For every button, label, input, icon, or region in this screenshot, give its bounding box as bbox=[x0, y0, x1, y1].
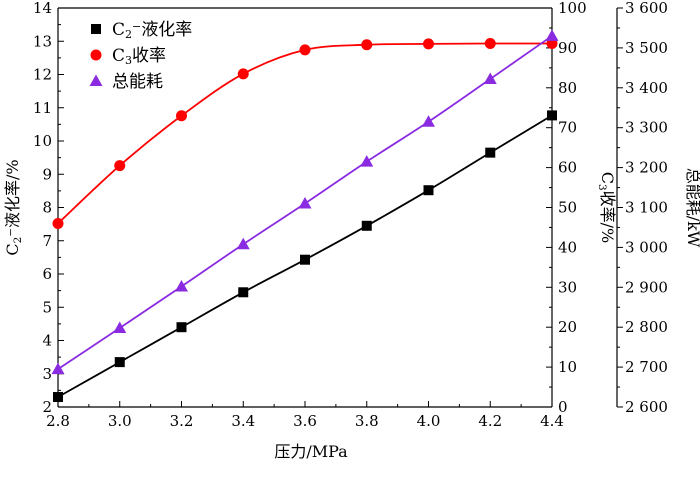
right2-tick-label: 3 500 bbox=[625, 39, 668, 57]
x-tick-label: 4.0 bbox=[417, 412, 441, 430]
right1-tick-label: 50 bbox=[558, 199, 577, 217]
right1-tick-label: 90 bbox=[558, 39, 577, 57]
right2-tick-label: 2 800 bbox=[625, 318, 668, 336]
data-point bbox=[545, 29, 559, 41]
left-tick-label: 9 bbox=[42, 165, 52, 183]
data-point bbox=[423, 38, 434, 50]
right2-tick-label: 2 600 bbox=[625, 398, 668, 416]
legend-entry: C3收率 bbox=[90, 46, 166, 67]
legend-marker bbox=[89, 74, 103, 86]
left-tick-label: 14 bbox=[33, 0, 52, 17]
data-point bbox=[361, 220, 372, 231]
series-1 bbox=[53, 110, 557, 403]
x-tick-label: 2.8 bbox=[46, 412, 70, 430]
right2-tick-label: 3 200 bbox=[625, 159, 668, 177]
data-point bbox=[236, 237, 250, 250]
data-point bbox=[176, 110, 187, 122]
right1-tick-label: 40 bbox=[558, 238, 577, 256]
right2-tick-label: 3 400 bbox=[625, 79, 668, 97]
x-tick-label: 3.8 bbox=[355, 412, 379, 430]
data-point bbox=[422, 115, 435, 127]
right2-tick-label: 3 100 bbox=[625, 199, 668, 217]
x-tick-label: 3.2 bbox=[170, 412, 194, 430]
left-tick-label: 3 bbox=[42, 365, 52, 383]
right1-tick-label: 60 bbox=[558, 159, 577, 177]
right1-tick-label: 80 bbox=[558, 79, 577, 97]
legend-entry: 总能耗 bbox=[89, 72, 163, 92]
right2-tick-label: 2 900 bbox=[625, 278, 668, 296]
data-point bbox=[483, 72, 497, 85]
data-point bbox=[360, 155, 374, 167]
data-point bbox=[114, 357, 125, 368]
axes-layer: 2.8 3.0 3.2 3.4 3.6 3.8 4.0 4.2 4.4 压力/MPa 2 3 4 5 6 7 8… bbox=[3, 0, 700, 461]
data-point bbox=[423, 185, 434, 196]
series-3 bbox=[51, 29, 559, 375]
data-point bbox=[114, 160, 126, 172]
data-point bbox=[547, 110, 557, 121]
right2-tick-label: 2 700 bbox=[625, 358, 668, 376]
right1-tick-label: 100 bbox=[558, 0, 587, 17]
x-tick-label: 4.4 bbox=[540, 412, 564, 430]
data-point bbox=[53, 392, 63, 403]
series-layer bbox=[51, 29, 559, 403]
right2-tick-label: 3 000 bbox=[625, 238, 668, 256]
data-point bbox=[51, 362, 65, 375]
right2-tick-label: 3 600 bbox=[625, 0, 668, 17]
right1-tick-label: 70 bbox=[558, 119, 577, 137]
x-tick-label: 3.0 bbox=[108, 412, 132, 430]
data-point bbox=[484, 38, 496, 50]
legend-marker bbox=[91, 24, 101, 34]
x-tick-label: 4.2 bbox=[478, 412, 502, 430]
data-point bbox=[176, 322, 187, 333]
legend-marker bbox=[90, 49, 102, 61]
right2-tick-label: 3 300 bbox=[625, 119, 668, 137]
left-tick-label: 13 bbox=[33, 32, 52, 50]
data-point bbox=[113, 321, 127, 333]
data-point bbox=[298, 197, 312, 209]
right2-axis-title: 总能耗/kW bbox=[684, 168, 700, 248]
left-tick-label: 12 bbox=[33, 66, 52, 84]
data-point bbox=[299, 44, 311, 56]
x-tick-label: 3.4 bbox=[231, 412, 255, 430]
data-point bbox=[52, 217, 64, 229]
left-axis-title: C2−液化率/% bbox=[3, 159, 24, 255]
right1-tick-label: 30 bbox=[558, 278, 577, 296]
left-tick-label: 5 bbox=[42, 298, 52, 316]
data-point bbox=[361, 39, 373, 51]
data-point bbox=[175, 280, 188, 292]
left-tick-label: 2 bbox=[42, 398, 52, 416]
data-point bbox=[485, 147, 496, 158]
legend-label: 总能耗 bbox=[112, 72, 163, 92]
x-tick-label: 3.6 bbox=[293, 412, 317, 430]
left-tick-label: 7 bbox=[42, 232, 52, 250]
left-tick-label: 6 bbox=[42, 265, 52, 283]
right1-axis-title: C3收率/% bbox=[597, 172, 618, 243]
left-tick-label: 11 bbox=[33, 99, 52, 117]
right1-tick-label: 20 bbox=[558, 318, 577, 336]
left-tick-label: 8 bbox=[42, 199, 52, 217]
series-2 bbox=[52, 38, 558, 229]
data-point bbox=[238, 287, 249, 298]
left-tick-label: 10 bbox=[33, 132, 52, 150]
left-tick-label: 4 bbox=[42, 332, 52, 350]
right1-tick-label: 10 bbox=[558, 358, 577, 376]
data-point bbox=[300, 254, 310, 265]
series-line bbox=[57, 42, 553, 225]
legend-label: C3收率 bbox=[112, 46, 166, 67]
x-axis-title: 压力/MPa bbox=[274, 442, 348, 461]
right1-tick-label: 0 bbox=[558, 398, 568, 416]
legend-label: C2−液化率 bbox=[112, 20, 192, 41]
legend-entry: C2−液化率 bbox=[91, 20, 192, 41]
data-point bbox=[237, 68, 249, 80]
